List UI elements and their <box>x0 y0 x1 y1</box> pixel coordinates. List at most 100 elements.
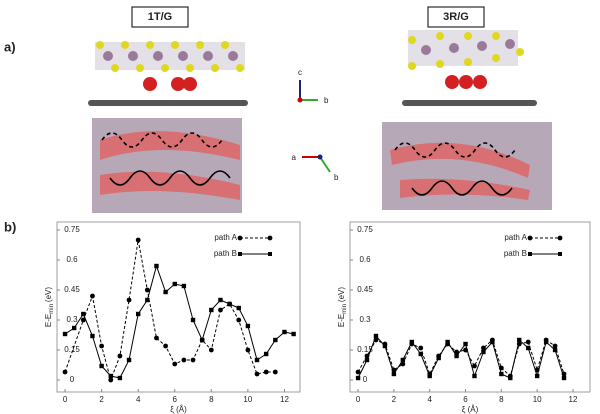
marker <box>163 343 169 349</box>
legend-marker <box>557 235 563 241</box>
series-line <box>64 264 294 379</box>
x-tick-label: 8 <box>209 395 214 404</box>
marker <box>80 317 86 323</box>
marker <box>135 237 141 243</box>
marker <box>291 331 296 337</box>
y-tick-label: 0.6 <box>359 255 371 264</box>
y-axis-label-part: E-E <box>337 314 346 327</box>
marker <box>245 323 251 329</box>
marker <box>355 375 361 381</box>
marker <box>236 305 241 311</box>
x-tick-label: 4 <box>427 395 432 404</box>
marker <box>364 357 370 363</box>
marker <box>481 345 486 351</box>
y-tick-label: 0.75 <box>64 225 80 234</box>
legend-marker <box>268 252 272 256</box>
y-tick-label: 0.45 <box>357 285 373 294</box>
marker <box>62 369 68 375</box>
axis-glyph: c b a b <box>292 68 339 182</box>
marker <box>254 357 260 363</box>
marker <box>117 375 123 381</box>
marker <box>181 357 187 363</box>
y-tick-label: 0.45 <box>64 285 80 294</box>
marker <box>163 289 168 295</box>
marker <box>245 347 251 353</box>
y-axis-label: E-Emin (eV) <box>337 287 347 327</box>
marker <box>499 371 504 377</box>
marker <box>391 371 397 377</box>
title-box <box>427 6 485 28</box>
x-tick-label: 2 <box>99 395 104 404</box>
marker <box>543 339 549 345</box>
marker <box>99 343 105 349</box>
marker <box>534 373 540 379</box>
x-axis-label: ξ (Å) <box>462 405 479 414</box>
marker <box>552 343 558 349</box>
marker <box>454 353 459 359</box>
legend-marker <box>527 235 533 241</box>
x-tick-label: 8 <box>499 395 504 404</box>
legend-label: path B <box>214 249 237 258</box>
marker <box>355 369 361 375</box>
x-tick-label: 0 <box>63 395 68 404</box>
panel-label: a) <box>4 39 16 54</box>
marker <box>199 337 205 343</box>
series-line <box>357 335 565 379</box>
marker <box>154 335 159 341</box>
marker <box>90 333 95 339</box>
marker <box>526 345 531 351</box>
marker <box>81 311 86 317</box>
marker <box>154 263 159 269</box>
structure-title: 3R/G <box>443 11 469 23</box>
axis-glyph-label: b <box>324 96 329 105</box>
marker <box>209 307 214 313</box>
marker <box>144 287 150 293</box>
series-line <box>357 339 565 377</box>
marker <box>273 337 278 343</box>
marker <box>282 329 287 335</box>
y-axis-label-part: E-E <box>44 314 53 327</box>
marker <box>561 375 567 381</box>
marker <box>463 341 468 347</box>
marker <box>126 357 132 363</box>
structure-title: 1T/G <box>148 11 172 23</box>
marker <box>236 317 242 323</box>
axis-glyph-label: a <box>292 153 297 162</box>
x-tick-label: 10 <box>243 395 252 404</box>
y-tick-label: 0.15 <box>357 345 373 354</box>
marker <box>508 375 513 381</box>
y-tick-label: 0.6 <box>66 255 78 264</box>
marker <box>181 283 187 289</box>
y-tick-label: 0.15 <box>64 345 80 354</box>
marker <box>517 337 522 343</box>
legend-label: path A <box>214 233 237 242</box>
marker <box>218 307 223 313</box>
y-axis-label-part: (eV) <box>337 287 346 302</box>
marker <box>490 339 495 345</box>
legend-marker <box>237 235 243 241</box>
legend-marker <box>238 252 242 256</box>
x-tick-label: 6 <box>463 395 468 404</box>
marker <box>99 363 104 369</box>
marker <box>190 317 196 323</box>
legend-label: path B <box>504 249 527 258</box>
marker <box>208 347 214 353</box>
marker <box>71 325 77 331</box>
marker <box>472 373 477 379</box>
marker <box>108 373 113 379</box>
marker <box>145 297 150 303</box>
x-axis-label: ξ (Å) <box>170 405 187 414</box>
marker <box>272 369 278 375</box>
y-tick-label: 0.3 <box>66 315 78 324</box>
axis-glyph-label: b <box>334 173 339 182</box>
marker <box>218 297 223 303</box>
marker <box>481 349 486 355</box>
legend-marker <box>558 252 562 256</box>
marker <box>90 293 95 299</box>
x-tick-label: 2 <box>392 395 397 404</box>
marker <box>472 363 477 369</box>
marker <box>254 371 260 377</box>
marker <box>525 339 531 345</box>
